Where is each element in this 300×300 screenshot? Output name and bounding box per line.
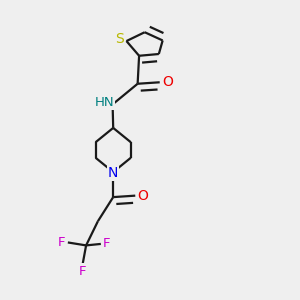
Text: F: F — [58, 236, 66, 249]
Text: O: O — [162, 75, 173, 89]
Text: F: F — [103, 237, 110, 250]
Text: F: F — [79, 265, 86, 278]
Text: N: N — [108, 166, 119, 180]
Text: S: S — [116, 32, 124, 46]
Text: HN: HN — [94, 95, 114, 109]
Text: O: O — [137, 189, 148, 202]
